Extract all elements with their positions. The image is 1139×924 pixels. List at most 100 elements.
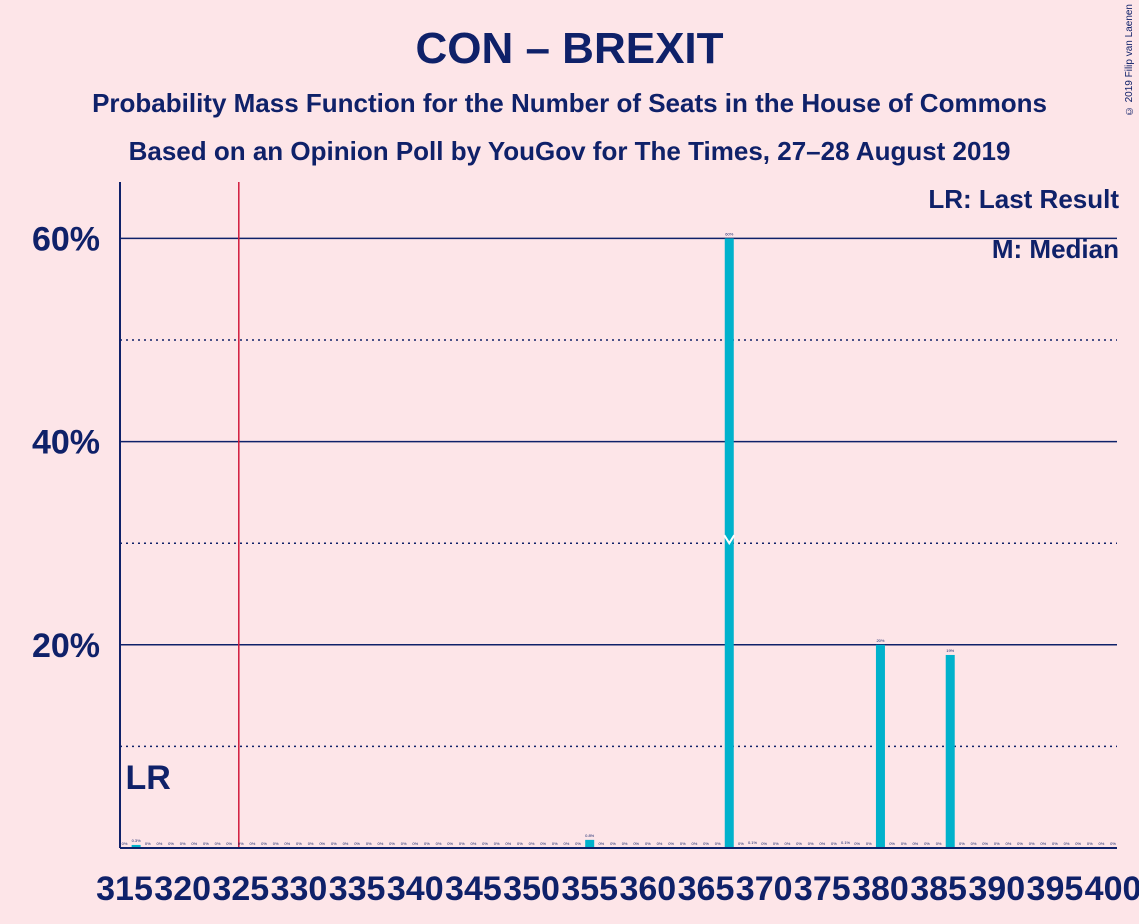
bar-label-seat-319: 0%: [168, 841, 174, 846]
chart-title: CON – BREXIT: [415, 24, 724, 73]
axes: [119, 182, 1117, 849]
lr-label: LR: [125, 759, 170, 797]
bar-label-seat-333: 0%: [331, 841, 337, 846]
bar-label-seat-378: 0%: [854, 841, 860, 846]
y-tick-label-60: 60%: [32, 220, 100, 258]
bar-label-seat-340: 0%: [412, 841, 418, 846]
bar-label-seat-341: 0%: [424, 841, 430, 846]
bar-label-seat-317: 0%: [145, 841, 151, 846]
bar-seat-316: [131, 844, 141, 848]
x-tick-label-340: 340: [387, 870, 444, 908]
x-tick-label-390: 390: [968, 870, 1025, 908]
y-tick-label-20: 20%: [32, 627, 100, 665]
chart-subtitle-poll: Based on an Opinion Poll by YouGov for T…: [128, 136, 1011, 166]
x-tick-label-370: 370: [736, 870, 793, 908]
legend-median: M: Median: [991, 234, 1119, 264]
tick-labels: 20% 40% 60% 0% 0.3% 0% 0% 0% 0% 0% 0% 0% 0% 0% 0% 0% 0% 0…: [32, 220, 1139, 908]
bar-label-seat-328: 0%: [273, 841, 279, 846]
bar-label-seat-377: 0.1%: [841, 840, 851, 845]
x-tick-label-395: 395: [1027, 870, 1084, 908]
x-tick-label-335: 335: [329, 870, 386, 908]
x-tick-label-385: 385: [910, 870, 967, 908]
x-tick-label-325: 325: [212, 870, 269, 908]
bar-label-seat-365: 0%: [703, 841, 709, 846]
bar-label-seat-380: 20%: [876, 638, 884, 643]
bar-label-seat-330: 0%: [296, 841, 302, 846]
bar-label-seat-334: 0%: [343, 841, 349, 846]
bar-label-seat-372: 0%: [785, 841, 791, 846]
bar-label-seat-318: 0%: [156, 841, 162, 846]
bar-label-seat-390: 0%: [994, 841, 1000, 846]
bar-label-seat-392: 0%: [1017, 841, 1023, 846]
bar-label-seat-357: 0%: [610, 841, 616, 846]
bar-label-seat-350: 0%: [529, 841, 535, 846]
median-marker: [723, 534, 736, 546]
bar-label-seat-384: 0%: [924, 841, 930, 846]
bar-label-seat-366: 0%: [715, 841, 721, 846]
bar-label-seat-344: 0%: [459, 841, 465, 846]
bar-label-seat-329: 0%: [284, 841, 290, 846]
bar-label-seat-324: 0%: [226, 841, 232, 846]
bar-label-seat-349: 0%: [517, 841, 523, 846]
bar-label-seat-375: 0%: [819, 841, 825, 846]
legend-last-result: LR: Last Result: [928, 184, 1119, 214]
bar-label-seat-315: 0%: [122, 841, 128, 846]
bar-label-seat-389: 0%: [982, 841, 988, 846]
bar-label-seat-376: 0%: [831, 841, 837, 846]
bar-label-seat-342: 0%: [436, 841, 442, 846]
bar-label-seat-362: 0%: [668, 841, 674, 846]
bar-label-seat-369: 0.1%: [748, 840, 758, 845]
bar-label-seat-347: 0%: [494, 841, 500, 846]
bar-label-seat-337: 0%: [377, 841, 383, 846]
y-tick-label-40: 40%: [32, 424, 100, 462]
bar-label-seat-320: 0%: [180, 841, 186, 846]
bar-label-seat-323: 0%: [215, 841, 221, 846]
bar-label-seat-368: 0%: [738, 841, 744, 846]
bar-label-seat-398: 0%: [1087, 841, 1093, 846]
bar-label-seat-339: 0%: [401, 841, 407, 846]
bar-label-seat-371: 0%: [773, 841, 779, 846]
bar-label-seat-327: 0%: [261, 841, 267, 846]
bar-label-seat-354: 0%: [575, 841, 581, 846]
bar-label-seat-343: 0%: [447, 841, 453, 846]
bar-label-seat-397: 0%: [1075, 841, 1081, 846]
bar-label-seat-321: 0%: [191, 841, 197, 846]
bar-label-seat-364: 0%: [691, 841, 697, 846]
bar-label-seat-383: 0%: [912, 841, 918, 846]
bar-label-seat-394: 0%: [1040, 841, 1046, 846]
bar-label-seat-391: 0%: [1005, 841, 1011, 846]
bar-label-seat-396: 0%: [1064, 841, 1070, 846]
x-tick-label-375: 375: [794, 870, 851, 908]
bar-label-seat-400: 0%: [1110, 841, 1116, 846]
bar-label-seat-382: 0%: [901, 841, 907, 846]
bar-label-seat-393: 0%: [1029, 841, 1035, 846]
bar-label-seat-335: 0%: [354, 841, 360, 846]
bar-label-seat-363: 0%: [680, 841, 686, 846]
x-tick-label-345: 345: [445, 870, 502, 908]
bar-label-seat-322: 0%: [203, 841, 209, 846]
bar-label-seat-395: 0%: [1052, 841, 1058, 846]
x-tick-label-320: 320: [154, 870, 211, 908]
bar-label-seat-386: 19%: [946, 648, 954, 653]
x-tick-label-360: 360: [619, 870, 676, 908]
bar-label-seat-331: 0%: [308, 841, 314, 846]
bar-label-seat-345: 0%: [471, 841, 477, 846]
bar-series: [131, 238, 955, 848]
bar-label-seat-367: 60%: [725, 231, 733, 236]
bar-label-seat-359: 0%: [633, 841, 639, 846]
bar-label-seat-381: 0%: [889, 841, 895, 846]
bar-label-seat-374: 0%: [808, 841, 814, 846]
bar-label-seat-336: 0%: [366, 841, 372, 846]
bar-label-seat-316: 0.3%: [132, 838, 142, 843]
x-tick-label-350: 350: [503, 870, 560, 908]
bar-label-seat-338: 0%: [389, 841, 395, 846]
bar-label-seat-379: 0%: [866, 841, 872, 846]
x-tick-label-380: 380: [852, 870, 909, 908]
bar-seat-355: [585, 839, 595, 848]
x-tick-label-315: 315: [96, 870, 153, 908]
bar-seat-386: [945, 654, 955, 848]
bar-label-seat-399: 0%: [1099, 841, 1105, 846]
bar-label-seat-352: 0%: [552, 841, 558, 846]
bar-label-seat-326: 0%: [250, 841, 256, 846]
